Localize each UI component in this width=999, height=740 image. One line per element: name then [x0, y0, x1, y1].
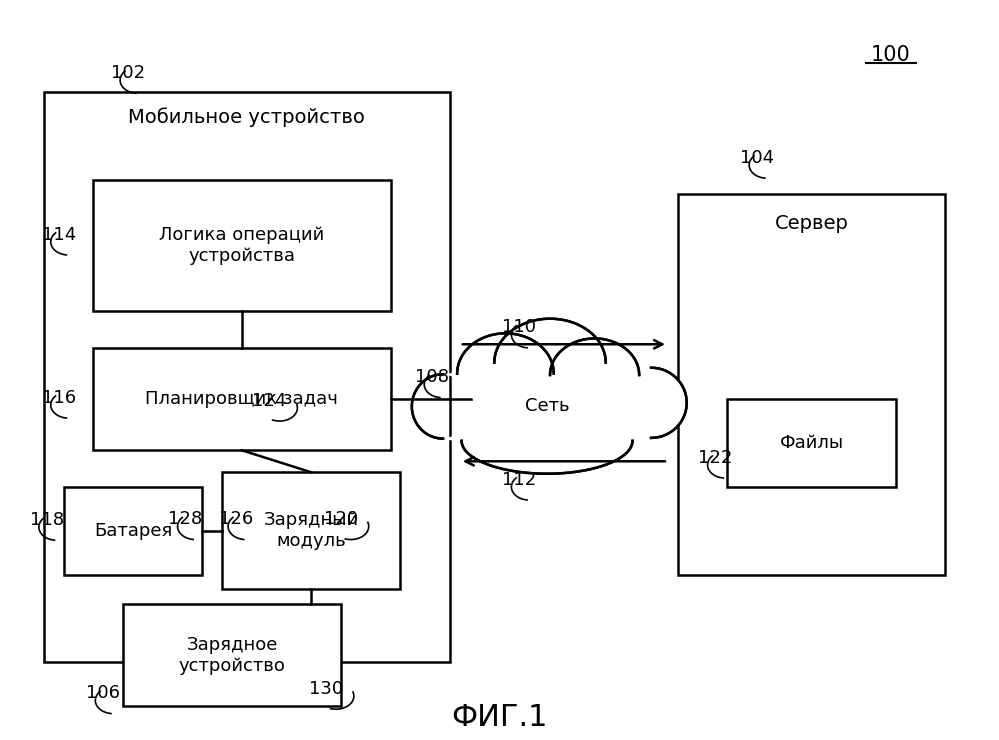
- Text: Логика операций
устройства: Логика операций устройства: [159, 226, 325, 265]
- Text: 116: 116: [42, 388, 76, 407]
- Text: Файлы: Файлы: [779, 434, 843, 452]
- Text: Планировщик задач: Планировщик задач: [146, 390, 339, 408]
- Text: 122: 122: [698, 448, 732, 467]
- Text: 104: 104: [740, 149, 774, 166]
- Bar: [93, 180, 391, 312]
- Text: 130: 130: [309, 680, 344, 698]
- Text: 126: 126: [219, 510, 253, 528]
- Text: 128: 128: [169, 510, 203, 528]
- Bar: [93, 348, 391, 451]
- Bar: [677, 195, 945, 575]
- Text: 114: 114: [42, 226, 76, 243]
- Text: 124: 124: [253, 391, 287, 410]
- Text: 110: 110: [502, 318, 536, 337]
- Text: Зарядное
устройство: Зарядное устройство: [179, 636, 286, 675]
- Text: 112: 112: [502, 471, 536, 488]
- Text: Сеть: Сеть: [524, 397, 569, 415]
- Bar: [222, 472, 401, 589]
- Text: Зарядный
модуль: Зарядный модуль: [264, 511, 359, 550]
- Text: Батарея: Батарея: [94, 522, 172, 539]
- Text: Сервер: Сервер: [774, 214, 848, 233]
- Bar: [64, 487, 203, 575]
- Text: 106: 106: [86, 684, 120, 702]
- Polygon shape: [443, 319, 686, 474]
- Bar: [727, 399, 896, 487]
- Text: 120: 120: [324, 510, 358, 528]
- Text: 102: 102: [111, 64, 145, 82]
- Text: 108: 108: [416, 369, 450, 386]
- Text: 118: 118: [30, 511, 64, 529]
- Bar: [44, 92, 450, 662]
- Bar: [123, 604, 341, 706]
- Text: ФИГ.1: ФИГ.1: [452, 703, 547, 732]
- Text: 100: 100: [871, 45, 911, 65]
- Text: Мобильное устройство: Мобильное устройство: [129, 108, 366, 127]
